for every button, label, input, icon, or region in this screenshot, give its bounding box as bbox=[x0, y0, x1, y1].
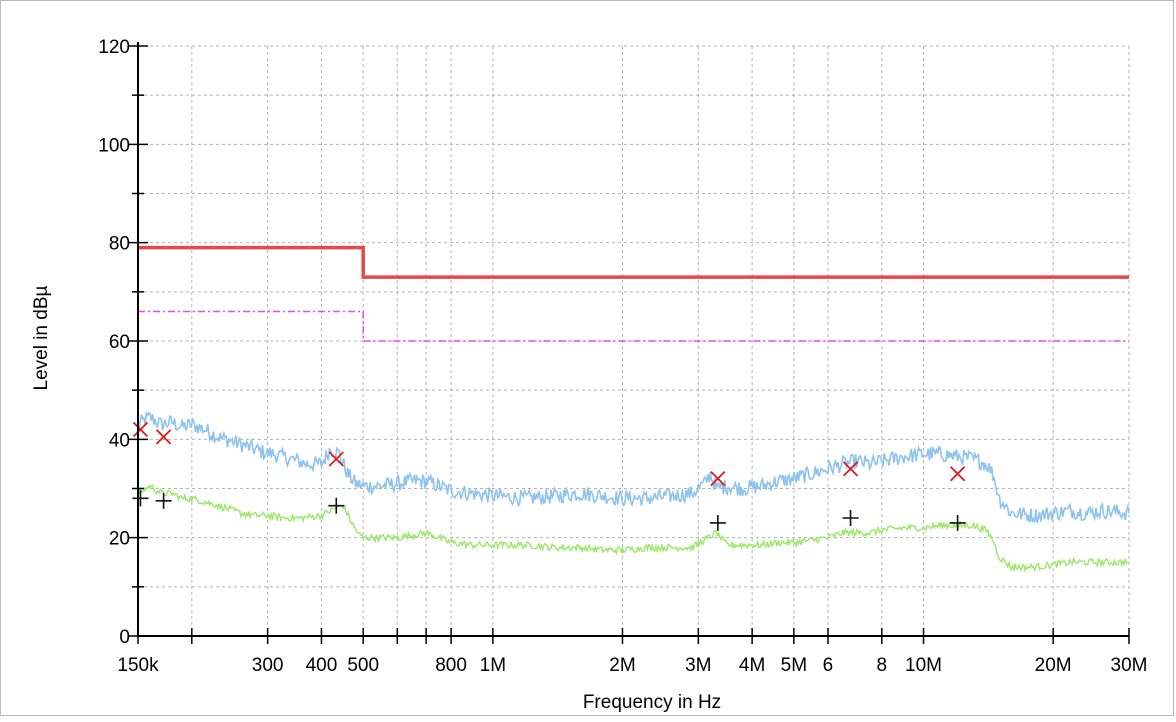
peak-marker-x bbox=[155, 429, 172, 445]
x-tick-label: 20M bbox=[1035, 655, 1072, 676]
x-tick-label: 5M bbox=[781, 655, 807, 676]
y-tick-label: 60 bbox=[109, 332, 130, 353]
x-tick-label: 10M bbox=[905, 655, 942, 676]
y-tick-label: 120 bbox=[98, 37, 130, 58]
x-tick-label: 150k bbox=[117, 655, 159, 676]
x-tick-label: 1M bbox=[480, 655, 506, 676]
peak-marker-plus bbox=[155, 492, 172, 509]
x-tick-label: 300 bbox=[252, 655, 284, 676]
y-tick-label: 100 bbox=[98, 135, 130, 156]
x-tick-label: 2M bbox=[609, 655, 635, 676]
x-tick-label: 500 bbox=[347, 655, 379, 676]
x-tick-label: 6 bbox=[823, 655, 834, 676]
x-tick-label: 8 bbox=[876, 655, 887, 676]
limit-line-average bbox=[138, 310, 1129, 342]
x-axis-title: Frequency in Hz bbox=[583, 692, 721, 713]
limit-line-quasi-peak bbox=[138, 245, 1129, 279]
y-tick-label: 40 bbox=[109, 430, 130, 451]
y-tick-label: 20 bbox=[109, 529, 130, 550]
y-tick-label: 80 bbox=[109, 234, 130, 255]
peak-marker-x bbox=[328, 451, 344, 467]
x-tick-label: 30M bbox=[1111, 655, 1148, 676]
peak-markers bbox=[132, 421, 966, 531]
axes bbox=[128, 42, 1130, 644]
trace-lines bbox=[137, 411, 1130, 574]
peak-marker-x bbox=[949, 466, 966, 482]
peak-marker-plus bbox=[949, 514, 966, 531]
peak-marker-x bbox=[132, 421, 149, 438]
peak-marker-x bbox=[842, 461, 859, 477]
peak-marker-x bbox=[710, 471, 726, 487]
peak-marker-plus bbox=[709, 514, 726, 531]
limit-lines bbox=[138, 245, 1129, 342]
trace-peak bbox=[137, 411, 1130, 523]
peak-marker-plus bbox=[328, 497, 345, 514]
peak-marker-plus bbox=[132, 490, 149, 507]
y-axis-title: Level in dBµ bbox=[31, 285, 52, 390]
x-tick-label: 3M bbox=[685, 655, 711, 676]
tick-labels: 0 20 40 60 80 100 120 150k 300 400 500 800 1M 2M 3M 4M 5… bbox=[98, 37, 1147, 676]
trace-average bbox=[137, 484, 1130, 574]
peak-marker-plus bbox=[842, 510, 859, 526]
y-tick-label: 0 bbox=[119, 627, 130, 648]
x-tick-label: 4M bbox=[739, 655, 765, 676]
x-tick-label: 800 bbox=[435, 655, 467, 676]
x-tick-label: 400 bbox=[306, 655, 338, 676]
